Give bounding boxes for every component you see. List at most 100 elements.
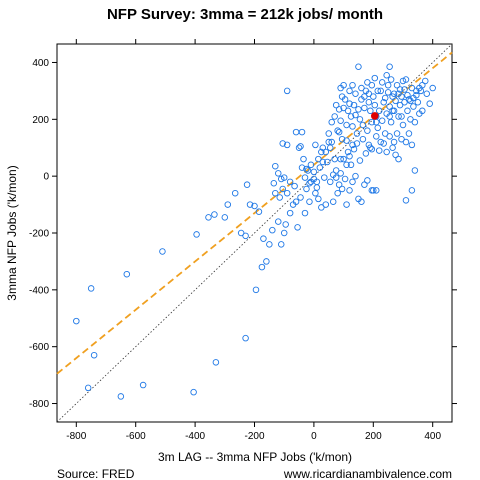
data-point [212,359,220,366]
data-point [361,104,368,112]
data-point [386,63,393,70]
data-point [246,201,254,208]
data-point [347,161,355,169]
data-point [398,113,405,120]
data-point [429,84,436,92]
x-tick-label: -200 [244,431,264,442]
data-point [359,135,367,143]
data-point [73,317,80,325]
data-point [334,189,341,197]
data-point [364,127,371,134]
source-note: Source: FRED [57,467,135,480]
data-point [283,141,291,149]
data-point [242,334,249,342]
reference-lines [56,43,453,423]
data-point [312,189,319,197]
data-point [411,118,419,126]
data-point [231,189,239,197]
data-point [401,99,408,106]
data-point [295,144,303,151]
data-point [410,103,417,110]
data-point [344,107,352,115]
data-point [300,155,307,163]
data-point [358,198,365,205]
data-point [350,145,358,153]
data-point [315,155,322,163]
data-point [370,93,377,100]
data-point [286,209,294,217]
data-point [371,74,379,82]
data-point [324,158,331,166]
data-point [381,94,389,102]
data-point [303,185,310,193]
data-point [193,231,200,238]
data-point [419,107,426,115]
data-point [352,111,359,119]
data-point [283,189,291,197]
data-point [423,90,431,97]
data-point [303,165,310,173]
data-point [87,285,95,292]
data-point [272,162,279,170]
data-point [347,113,355,120]
data-point [399,77,407,85]
data-point [396,86,404,93]
y-tick-label: -800 [29,399,49,410]
data-point [335,106,343,113]
data-point [344,148,352,156]
data-point [380,140,387,147]
data-point [365,99,373,106]
data-point [408,141,416,149]
y-tick-label: 200 [32,115,49,126]
fit-line [56,51,453,375]
data-point [411,167,419,174]
data-point [315,195,322,203]
data-point [362,150,370,157]
website-note: www.ricardianambivalence.com [283,467,452,480]
axis-ticks: -800 -600 -400 -200 0 200 400 -800 -600 -400 -200 0… [29,39,457,442]
x-tick-label: 400 [424,431,441,442]
data-point [358,84,365,92]
data-point [337,117,344,124]
data-point [221,214,229,221]
data-point [410,94,417,102]
data-point [364,79,371,86]
data-point [399,121,407,129]
data-point [381,130,389,137]
data-point [332,167,340,174]
data-point [377,87,384,95]
data-point [389,144,396,151]
data-point [319,144,327,151]
data-point [356,157,364,164]
data-point [298,164,306,171]
data-point [318,148,325,156]
data-point [343,201,350,208]
data-point [395,155,402,163]
data-point [338,135,346,143]
y-tick-label: -600 [29,342,49,353]
data-point [322,201,330,208]
data-point [373,187,380,194]
data-point [365,90,373,97]
data-point [291,182,298,190]
data-point [361,93,368,100]
data-point [408,84,416,92]
data-point [277,175,285,183]
data-point [375,147,383,154]
data-point [422,77,429,85]
x-tick-label: 200 [365,431,382,442]
data-point [335,181,343,188]
data-point [343,161,350,169]
data-point [270,180,278,187]
data-point [398,93,405,100]
data-point [408,187,416,194]
y-tick-label: 400 [32,58,49,69]
x-tick-label: 0 [311,431,317,442]
data-point [390,90,398,97]
data-point [298,128,306,136]
data-point [292,198,300,205]
data-point [272,189,279,197]
data-point [280,229,288,237]
data-point [383,72,390,79]
